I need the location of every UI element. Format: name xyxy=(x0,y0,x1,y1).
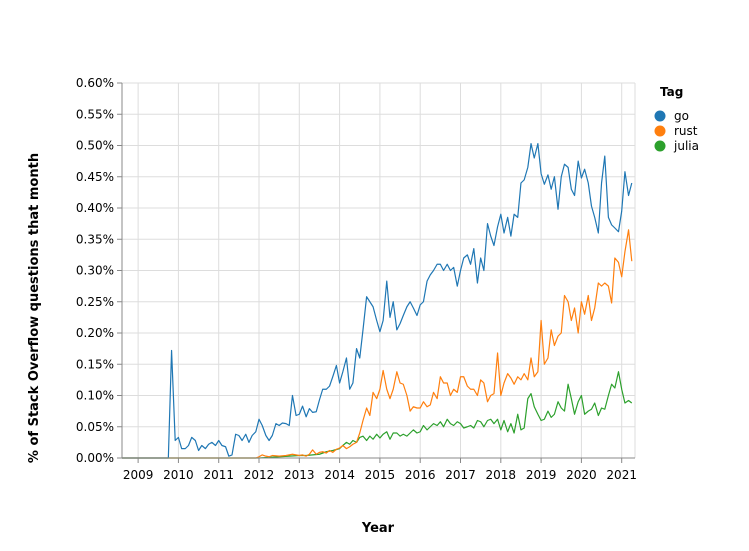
y-tick-label: 0.55% xyxy=(76,107,114,121)
y-tick-label: 0.20% xyxy=(76,326,114,340)
legend-swatch-go xyxy=(654,110,666,122)
x-tick-label: 2014 xyxy=(324,468,355,482)
y-tick-label: 0.05% xyxy=(76,420,114,434)
y-tick-label: 0.25% xyxy=(76,295,114,309)
legend-label-go: go xyxy=(674,109,689,123)
y-tick-label: 0.15% xyxy=(76,357,114,371)
legend-title: Tag xyxy=(660,85,683,99)
legend-label-rust: rust xyxy=(674,124,698,138)
series-lines xyxy=(122,143,633,459)
series-line-rust xyxy=(122,229,633,459)
x-axis-title: Year xyxy=(361,521,395,536)
y-tick-label: 0.45% xyxy=(76,170,114,184)
y-tick-label: 0.50% xyxy=(76,139,114,153)
x-tick-label: 2013 xyxy=(284,468,315,482)
x-tick-label: 2016 xyxy=(405,468,436,482)
legend-label-julia: julia xyxy=(673,139,699,153)
legend-swatch-julia xyxy=(654,140,666,152)
x-tick-label: 2017 xyxy=(445,468,476,482)
y-tick-label: 0.00% xyxy=(76,451,114,465)
y-tick-label: 0.35% xyxy=(76,232,114,246)
y-tick-label: 0.60% xyxy=(76,76,114,90)
y-axis-title: % of Stack Overflow questions that month xyxy=(27,153,42,463)
x-tick-label: 2021 xyxy=(606,468,637,482)
axes: 0.00% 0.05% 0.10% 0.15% 0.20% 0.25% 0.30% 0.35%… xyxy=(76,76,637,482)
x-tick-label: 2015 xyxy=(365,468,396,482)
y-tick-label: 0.40% xyxy=(76,201,114,215)
y-tick-label: 0.30% xyxy=(76,264,114,278)
y-tick-label: 0.10% xyxy=(76,389,114,403)
x-tick-label: 2018 xyxy=(486,468,517,482)
x-tick-label: 2020 xyxy=(566,468,597,482)
legend-swatch-rust xyxy=(654,125,666,137)
x-tick-label: 2012 xyxy=(244,468,275,482)
x-tick-label: 2009 xyxy=(123,468,154,482)
series-line-go xyxy=(122,143,633,459)
series-line-julia xyxy=(122,371,633,459)
x-tick-label: 2010 xyxy=(163,468,194,482)
x-tick-label: 2011 xyxy=(203,468,234,482)
x-tick-label: 2019 xyxy=(526,468,557,482)
